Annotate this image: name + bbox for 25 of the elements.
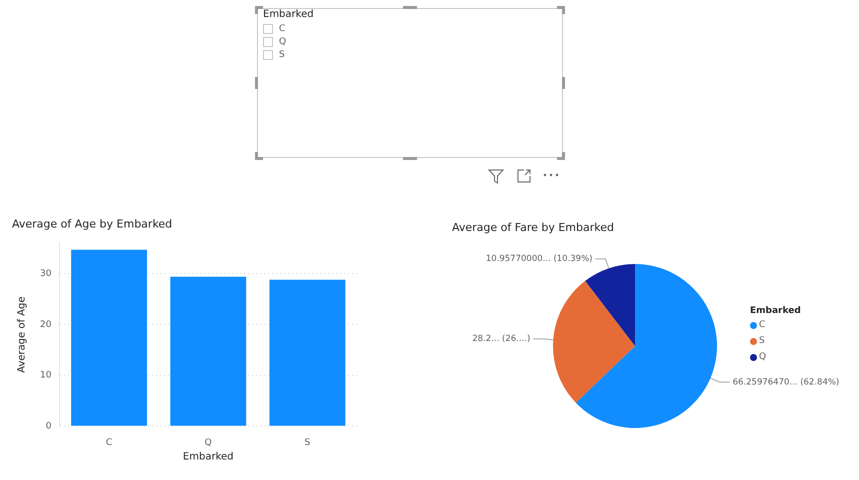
chart-title: Average of Fare by Embarked: [452, 221, 614, 234]
legend-label: S: [759, 336, 765, 346]
category-label: C: [279, 24, 286, 34]
category-label: S: [279, 50, 285, 60]
x-tick-label: Q: [204, 438, 212, 448]
legend-title: Embarked: [750, 306, 801, 316]
legend-label: C: [759, 320, 766, 330]
y-tick-label: 10: [40, 370, 52, 381]
data-label: 66.25976470... (62.84%): [732, 377, 840, 388]
category-label: Q: [279, 37, 286, 47]
x-tick-label: C: [106, 438, 112, 448]
legend-label: Q: [759, 352, 766, 362]
bar: [269, 280, 346, 426]
data-label: 10.95770000... (10.39%): [486, 254, 592, 264]
y-tick-label: 30: [40, 269, 52, 280]
y-axis-title: Average of Age: [16, 296, 28, 373]
chart-title: Average of Age by Embarked: [12, 217, 172, 230]
text: Embarked: [263, 9, 314, 20]
x-tick-label: S: [304, 438, 311, 448]
y-tick-label: 20: [40, 320, 52, 330]
bar: [71, 250, 147, 426]
x-axis-title: Embarked: [182, 452, 234, 463]
data-label: 28.2... (26....): [472, 334, 530, 344]
y-tick-label: 0: [46, 422, 52, 432]
bar: [170, 276, 246, 426]
